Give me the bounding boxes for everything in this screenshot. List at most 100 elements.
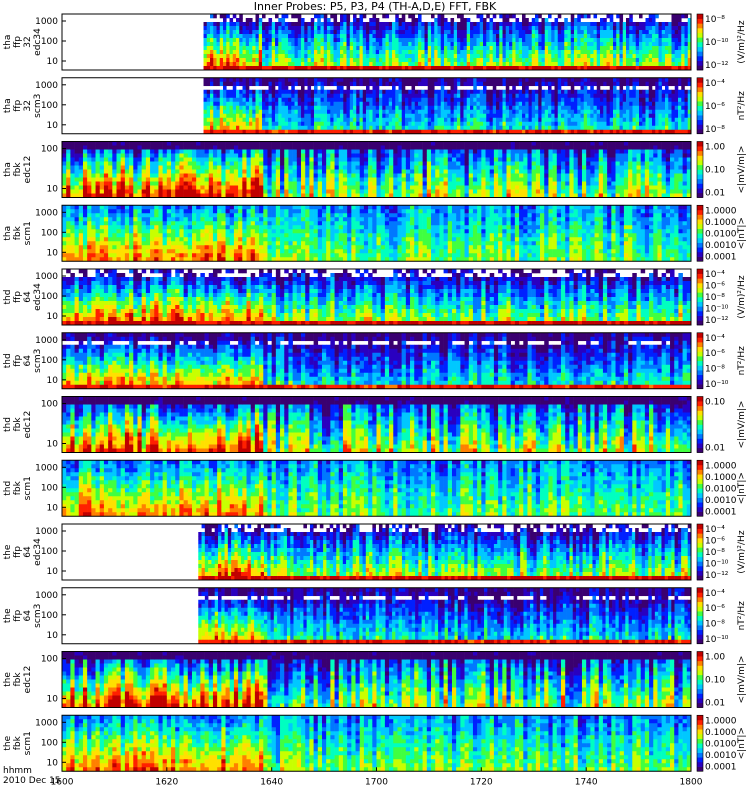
heatmap-cell	[369, 46, 373, 50]
heatmap-cell	[226, 118, 230, 122]
heatmap-cell	[295, 50, 299, 54]
heatmap-cell	[301, 86, 305, 90]
y-tick-label: 1000	[35, 17, 58, 27]
heatmap-cell	[343, 50, 347, 54]
heatmap-cell	[662, 50, 666, 54]
heatmap-cell	[314, 42, 318, 46]
heatmap-cell	[675, 26, 679, 30]
heatmap-cell	[337, 78, 341, 82]
heatmap-cell	[311, 114, 315, 118]
heatmap-cell	[685, 38, 689, 42]
heatmap-cell	[616, 54, 620, 58]
heatmap-cell	[379, 22, 383, 26]
heatmap-cell	[665, 26, 669, 30]
heatmap-cell	[288, 50, 292, 54]
heatmap-cell	[282, 122, 286, 126]
heatmap-cell	[581, 42, 585, 46]
heatmap-cell	[477, 54, 481, 58]
heatmap-cell	[597, 54, 601, 58]
heatmap-cell	[301, 114, 305, 118]
heatmap-cell	[564, 46, 568, 50]
heatmap-cell	[499, 62, 503, 66]
heatmap-cell	[652, 42, 656, 46]
heatmap-cell	[340, 90, 344, 94]
heatmap-cell	[288, 102, 292, 106]
colorbar-swatch	[697, 42, 703, 47]
heatmap-cell	[265, 46, 269, 50]
heatmap-cell	[447, 58, 451, 62]
heatmap-cell	[204, 102, 208, 106]
heatmap-cell	[681, 14, 685, 18]
heatmap-cell	[496, 38, 500, 42]
heatmap-cell	[568, 22, 572, 26]
heatmap-cell	[373, 30, 377, 34]
heatmap-cell	[548, 50, 552, 54]
heatmap-cell	[213, 78, 217, 82]
heatmap-cell	[278, 78, 282, 82]
heatmap-cell	[551, 22, 555, 26]
heatmap-cell	[353, 46, 357, 50]
heatmap-cell	[672, 34, 676, 38]
heatmap-cell	[389, 22, 393, 26]
heatmap-cell	[542, 38, 546, 42]
heatmap-cell	[350, 42, 354, 46]
heatmap-cell	[405, 106, 409, 110]
heatmap-cell	[431, 58, 435, 62]
heatmap-cell	[662, 30, 666, 34]
heatmap-cell	[278, 90, 282, 94]
heatmap-cell	[376, 30, 380, 34]
heatmap-cell	[642, 34, 646, 38]
heatmap-cell	[220, 118, 224, 122]
heatmap-cell	[314, 78, 318, 82]
heatmap-cell	[350, 22, 354, 26]
heatmap-cell	[230, 46, 234, 50]
heatmap-cell	[408, 50, 412, 54]
heatmap-cell	[379, 54, 383, 58]
heatmap-cell	[327, 98, 331, 102]
heatmap-cell	[249, 26, 253, 30]
heatmap-cell	[389, 30, 393, 34]
heatmap-cell	[239, 46, 243, 50]
heatmap-cell	[434, 46, 438, 50]
heatmap-cell	[681, 42, 685, 46]
heatmap-cell	[425, 26, 429, 30]
heatmap-cell	[649, 34, 653, 38]
heatmap-cell	[366, 82, 370, 86]
heatmap-cell	[389, 78, 393, 82]
heatmap-cell	[415, 46, 419, 50]
colorbar-unit-label: (V/m)²/Hz	[737, 20, 747, 63]
heatmap-cell	[204, 106, 208, 110]
heatmap-cell	[412, 54, 416, 58]
heatmap-cell	[574, 42, 578, 46]
heatmap-cell	[516, 42, 520, 46]
heatmap-cell	[376, 126, 380, 130]
heatmap-cell	[444, 58, 448, 62]
heatmap-cell	[317, 34, 321, 38]
heatmap-cell	[678, 38, 682, 42]
heatmap-cell	[304, 34, 308, 38]
heatmap-cell	[389, 38, 393, 42]
heatmap-cell	[213, 54, 217, 58]
heatmap-cell	[369, 114, 373, 118]
heatmap-cell	[330, 26, 334, 30]
heatmap-cell	[678, 22, 682, 26]
heatmap-cell	[363, 22, 367, 26]
heatmap-cell	[252, 82, 256, 86]
heatmap-cell	[249, 38, 253, 42]
heatmap-cell	[551, 42, 555, 46]
heatmap-cell	[379, 122, 383, 126]
heatmap-cell	[360, 22, 364, 26]
heatmap-cell	[480, 26, 484, 30]
heatmap-cell	[535, 46, 539, 50]
heatmap-cell	[509, 38, 513, 42]
heatmap-cell	[373, 86, 377, 90]
heatmap-cell	[421, 110, 425, 114]
heatmap-cell	[324, 90, 328, 94]
heatmap-cell	[490, 34, 494, 38]
heatmap-cell	[382, 110, 386, 114]
heatmap-cell	[311, 50, 315, 54]
heatmap-cell	[366, 126, 370, 130]
heatmap-cell	[239, 34, 243, 38]
heatmap-cell	[327, 18, 331, 22]
heatmap-cell	[252, 118, 256, 122]
